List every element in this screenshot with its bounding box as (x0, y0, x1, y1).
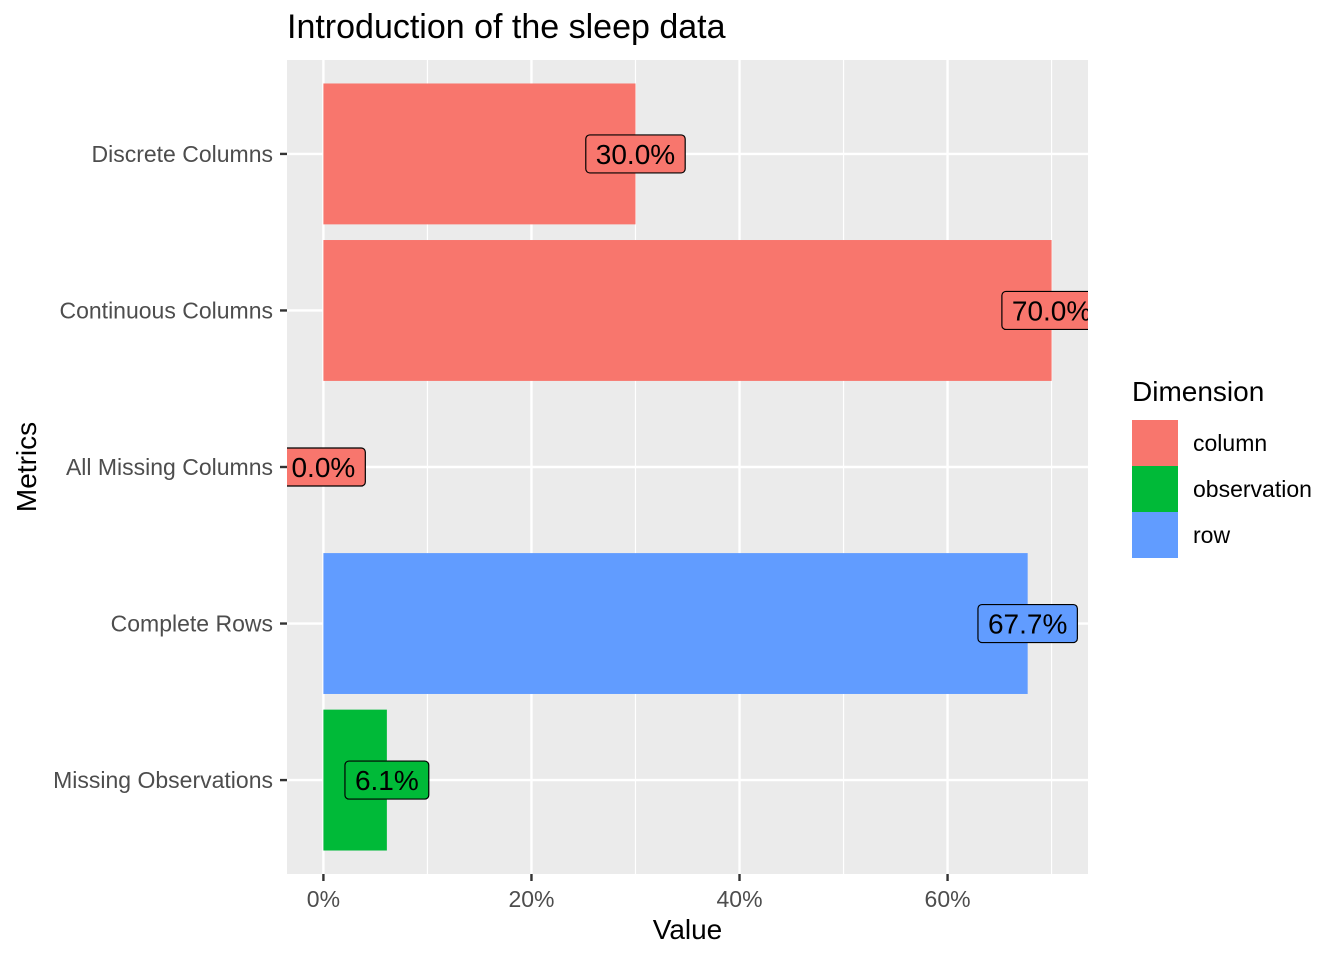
data-label: 70.0% (1001, 290, 1091, 331)
data-label-box (344, 760, 430, 800)
data-label-box (585, 134, 686, 174)
data-label: 6.1% (344, 760, 430, 800)
legend: Dimension column observation row (1132, 376, 1312, 558)
bar (323, 553, 1028, 694)
data-label-text: 6.1% (355, 765, 419, 796)
data-label-text: 70.0% (1012, 295, 1091, 326)
bar (323, 240, 1052, 381)
y-tick-label: Missing Observations (53, 767, 273, 793)
legend-label: observation (1193, 476, 1312, 502)
data-label: 67.7% (977, 603, 1078, 644)
legend-item: column (1132, 420, 1267, 466)
data-label-box (287, 447, 366, 487)
legend-title: Dimension (1132, 376, 1264, 407)
x-tick-label: 20% (508, 886, 554, 912)
y-axis: Discrete Columns Continuous Columns All Mi… (53, 141, 287, 793)
legend-swatch (1132, 420, 1178, 466)
data-label: 30.0% (585, 134, 686, 174)
data-label-text: 30.0% (596, 139, 675, 170)
legend-item: observation (1132, 466, 1312, 512)
x-axis-title: Value (653, 914, 723, 945)
legend-swatch (1132, 512, 1178, 558)
data-label-text: 67.7% (988, 609, 1067, 640)
data-label-text: 0.0% (291, 452, 355, 483)
y-axis-title: Metrics (11, 422, 42, 512)
data-label-box (977, 603, 1078, 644)
data-labels: 30.0% 70.0% 0.0% 67.7% 6.1% (287, 134, 1091, 800)
y-tick-label: Complete Rows (111, 611, 273, 637)
y-tick-label: Continuous Columns (59, 297, 273, 323)
data-label: 0.0% (287, 447, 366, 487)
y-tick-label: Discrete Columns (92, 141, 274, 167)
x-axis: 0% 20% 40% 60% (307, 874, 971, 912)
data-label-box (1001, 290, 1088, 331)
legend-item: row (1132, 512, 1230, 558)
bars (323, 83, 1052, 851)
chart-title: Introduction of the sleep data (287, 8, 726, 46)
legend-swatch (1132, 466, 1178, 512)
x-tick-label: 40% (716, 886, 762, 912)
x-tick-label: 60% (925, 886, 971, 912)
legend-items: column observation row (1132, 420, 1312, 558)
legend-label: row (1193, 522, 1230, 548)
x-tick-label: 0% (307, 886, 340, 912)
legend-label: column (1193, 430, 1267, 456)
y-tick-label: All Missing Columns (66, 454, 273, 480)
bar (323, 83, 636, 225)
